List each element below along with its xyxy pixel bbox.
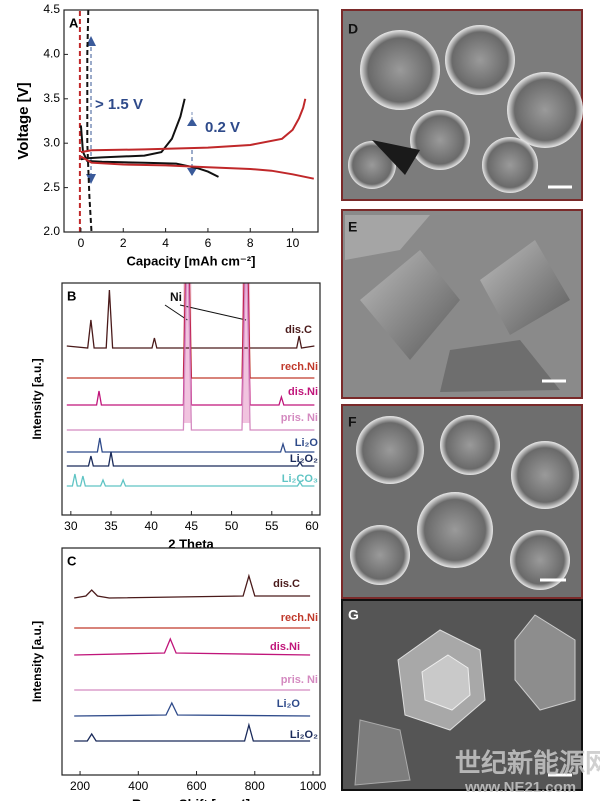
plot-area [74, 573, 311, 742]
y-axis-label: Intensity [a.u.] [30, 358, 44, 439]
image-label: D [348, 21, 358, 37]
pointer [179, 304, 247, 321]
panel-label: A [69, 15, 79, 30]
x-axis-label: 2 Theta [168, 536, 214, 551]
x-tick-label: 4 [162, 236, 169, 250]
peak-band [242, 283, 251, 423]
image-label: G [348, 607, 359, 623]
panel-label: B [67, 288, 76, 303]
y-axis-label: Intensity [a.u.] [30, 621, 44, 702]
x-tick-label: 6 [205, 236, 212, 250]
x-tick-label: 55 [265, 519, 279, 533]
y-tick-label: 2.0 [43, 224, 60, 238]
x-tick-label: 1000 [300, 779, 327, 793]
series-label: Li₂O [295, 437, 319, 449]
plot-area [66, 283, 315, 487]
annotation: 0.2 V [205, 119, 240, 136]
annotation: > 1.5 V [95, 96, 143, 113]
x-tick-label: 200 [70, 779, 90, 793]
series-line [74, 722, 311, 742]
x-tick-label: 30 [64, 519, 78, 533]
x-axis-label: Raman Shift [cm⁻¹] [132, 796, 250, 801]
panel-label: C [67, 553, 77, 568]
sem-f [341, 404, 583, 599]
y-tick-label: 2.5 [43, 180, 60, 194]
plot-area [78, 10, 315, 232]
series-label: dis.C [285, 324, 312, 336]
pointer [164, 304, 188, 321]
series-line [66, 283, 315, 431]
y-tick-label: 3.5 [43, 91, 60, 105]
series-label: rech.Ni [281, 612, 318, 624]
series-line [80, 155, 315, 180]
series-label: Li₂O₂ [290, 729, 318, 741]
series-line [79, 125, 219, 178]
axes-frame [63, 9, 319, 233]
image-label: E [348, 219, 357, 235]
y-axis-label: Voltage [V] [15, 82, 32, 159]
series-line [66, 451, 315, 467]
series-label: pris. Ni [281, 412, 318, 424]
y-tick-label: 4.0 [43, 47, 60, 61]
series-label: rech.Ni [281, 361, 318, 373]
series-line [74, 637, 311, 656]
series-label: dis.Ni [288, 386, 318, 398]
x-tick-label: 60 [305, 519, 319, 533]
image-label: F [348, 414, 357, 430]
x-tick-label: 40 [145, 519, 159, 533]
x-tick-label: 45 [185, 519, 199, 533]
x-axis-label: Capacity [mAh cm⁻²] [127, 253, 256, 268]
series-line [74, 573, 311, 599]
x-tick-label: 800 [245, 779, 265, 793]
y-tick-label: 3.0 [43, 135, 60, 149]
sem-g [341, 599, 583, 791]
x-tick-label: 50 [225, 519, 239, 533]
series-label: Li₂O [277, 698, 301, 710]
x-tick-label: 2 [120, 236, 127, 250]
sem-e [341, 209, 583, 399]
series-line [66, 473, 315, 487]
x-tick-label: 35 [104, 519, 118, 533]
series-label: dis.C [273, 578, 300, 590]
series-line [80, 98, 307, 154]
x-tick-label: 600 [187, 779, 207, 793]
series-label: pris. Ni [281, 674, 318, 686]
series-line [80, 98, 186, 161]
peak-band [183, 283, 192, 423]
x-tick-label: 0 [78, 236, 85, 250]
watermark-title: 世纪新能源网 [455, 748, 600, 778]
series-label: Li₂CO₃ [282, 473, 318, 485]
y-tick-label: 4.5 [43, 2, 60, 16]
series-line [66, 289, 315, 349]
axes-frame [61, 547, 321, 776]
series-label: dis.Ni [270, 641, 300, 653]
x-tick-label: 8 [247, 236, 254, 250]
watermark-url: www.NE21.com [464, 779, 576, 796]
sem-d [341, 9, 583, 201]
series-line [66, 437, 315, 453]
annotation: Ni [170, 290, 182, 304]
x-tick-label: 10 [286, 236, 300, 250]
x-tick-label: 400 [128, 779, 148, 793]
series-label: Li₂O₂ [290, 453, 318, 465]
series-line [74, 701, 311, 717]
series-line [66, 283, 315, 406]
